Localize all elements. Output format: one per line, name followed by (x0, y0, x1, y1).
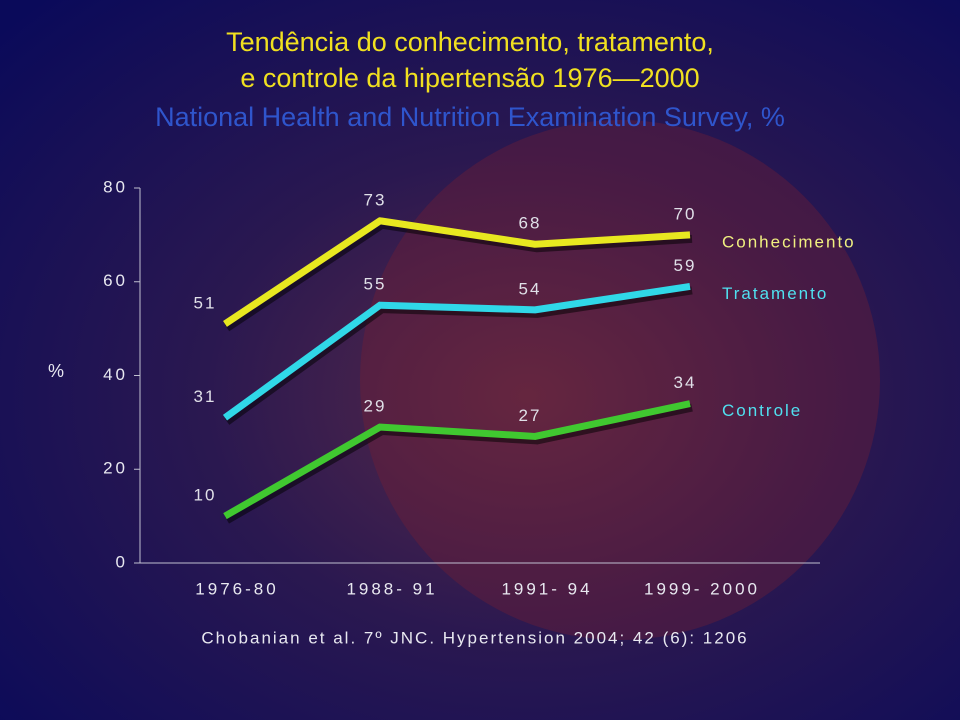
data-label: 54 (519, 279, 542, 298)
data-label: 68 (519, 214, 542, 233)
chart-title: e controle da hipertensão 1976—2000 (240, 63, 699, 93)
y-tick-label: 0 (116, 552, 128, 571)
line-shadow (225, 403, 693, 524)
chart-subtitle: National Health and Nutrition Examinatio… (155, 102, 785, 132)
y-tick-label: 80 (103, 177, 128, 196)
y-axis-label: % (48, 361, 64, 381)
series-label: Controle (722, 401, 802, 420)
y-tick-label: 60 (103, 271, 128, 290)
data-label: 55 (364, 275, 387, 294)
x-tick-label: 1999- 2000 (644, 579, 760, 598)
series-label: Conhecimento (722, 232, 856, 251)
data-label: 73 (364, 190, 387, 209)
y-tick-label: 40 (103, 365, 128, 384)
x-tick-label: 1991- 94 (501, 579, 592, 598)
series-label: Tratamento (722, 284, 828, 303)
data-label: 27 (519, 406, 542, 425)
data-label: 70 (674, 204, 697, 223)
series-line (223, 217, 691, 327)
series-line (223, 400, 691, 520)
line-shadow (224, 220, 693, 332)
data-label: 59 (674, 256, 697, 275)
y-tick-label: 20 (103, 459, 128, 478)
source-note: Chobanian et al. 7º JNC. Hypertension 20… (201, 628, 748, 647)
chart-title: Tendência do conhecimento, tratamento, (226, 27, 714, 57)
x-tick-label: 1988- 91 (346, 579, 437, 598)
line-shadow (224, 286, 693, 425)
data-label: 51 (194, 293, 217, 312)
data-label: 31 (194, 387, 217, 406)
data-label: 34 (674, 373, 697, 392)
data-label: 10 (194, 486, 217, 505)
x-tick-label: 1976-80 (195, 579, 278, 598)
background-heart (360, 120, 880, 640)
series-line (222, 282, 691, 421)
data-label: 29 (364, 397, 387, 416)
